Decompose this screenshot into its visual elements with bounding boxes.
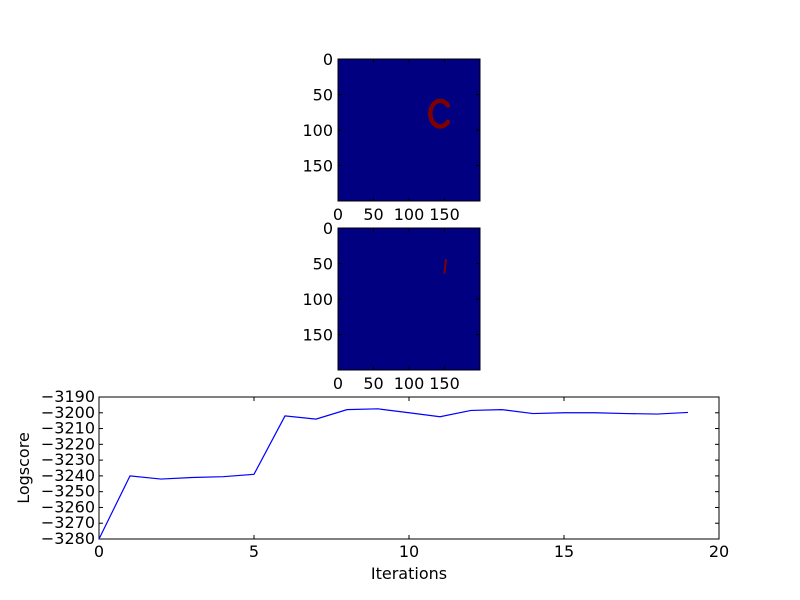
x-tick-label: 15 [554,542,574,561]
y-tick-label: −3270 [41,513,95,532]
x-tick-label: 0 [94,542,104,561]
y-tick-label: 50 [313,86,333,105]
x-tick-label: 0 [333,205,343,224]
x-tick-label: 150 [429,374,460,393]
x-tick-label: 5 [249,542,259,561]
y-tick-label: −3240 [41,466,95,485]
y-tick-label: −3250 [41,482,95,501]
x-tick-label: 10 [399,542,419,561]
y-tick-label: −3220 [41,434,95,453]
y-tick-label: −3260 [41,497,95,516]
y-tick-label: −3200 [41,403,95,422]
y-axis-label: Logscore [14,432,33,504]
y-tick-label: 0 [323,219,333,238]
y-tick-label: 50 [313,255,333,274]
x-tick-label: 50 [363,374,383,393]
y-tick-label: −3280 [41,529,95,548]
x-tick-label: 0 [333,374,343,393]
y-tick-label: −3210 [41,419,95,438]
x-tick-label: 100 [394,374,425,393]
x-tick-label: 50 [363,205,383,224]
x-tick-label: 20 [709,542,729,561]
plot-area [98,396,720,540]
y-tick-label: 100 [302,121,333,140]
logscore-series-line [98,408,689,540]
x-tick-label: 100 [394,205,425,224]
image-background [337,227,481,371]
x-tick-label: 150 [429,205,460,224]
x-axis-label: Iterations [371,564,447,583]
stroke-mark [443,258,447,274]
logscore-line-chart: 0 5 10 15 20−3190−3200−3210−3220−3230−3240−3… [14,387,729,583]
y-tick-label: −3190 [41,387,95,406]
letter-c-mark [428,98,451,129]
y-tick-label: 150 [302,326,333,345]
y-tick-label: −3230 [41,450,95,469]
y-tick-label: 0 [323,50,333,69]
y-tick-label: 150 [302,157,333,176]
image-background [337,58,481,202]
y-tick-label: 100 [302,290,333,309]
